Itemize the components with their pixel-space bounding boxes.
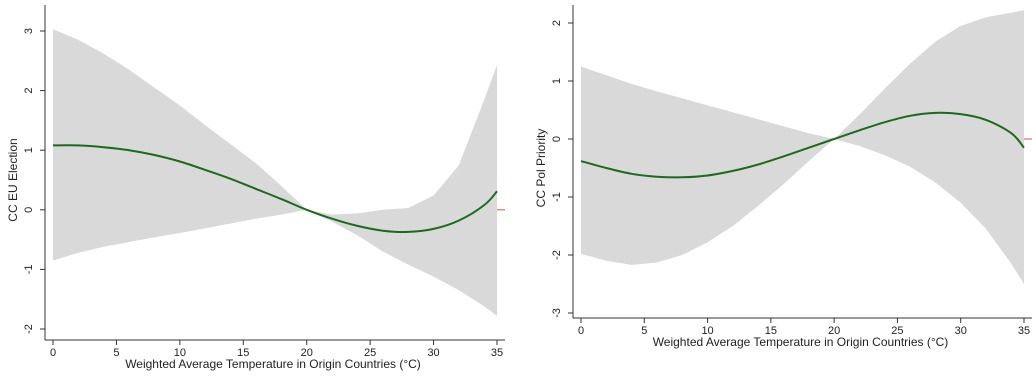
x-tick-label: 20	[828, 325, 840, 337]
estimate-line	[580, 111, 1025, 179]
x-tick-label: 15	[237, 347, 249, 359]
x-tick-label: 25	[891, 325, 903, 337]
y-axis-title: CC Pol Priority	[534, 129, 548, 208]
confidence-band	[53, 29, 497, 316]
y-tick-label: -1	[23, 265, 35, 275]
y-tick-label: -2	[23, 324, 35, 334]
x-tick-label: 20	[301, 347, 313, 359]
y-tick-label: 2	[551, 20, 563, 26]
y-tick-label: 0	[551, 136, 563, 142]
x-tick-label: 25	[364, 347, 376, 359]
x-tick-label: 30	[427, 347, 439, 359]
chart-1: 0 5 10 15 20 25 30 35 -2 -1 0 1 2 3 Weighted Average T…	[6, 5, 505, 371]
confidence-band	[581, 10, 1024, 284]
x-tick-label: 35	[491, 347, 503, 359]
x-axis-title: Weighted Average Temperature in Origin C…	[653, 335, 949, 349]
x-tick-label: 0	[578, 325, 584, 337]
y-tick-label: -1	[551, 192, 563, 202]
x-tick-label: 0	[50, 347, 56, 359]
x-tick-label: 30	[955, 325, 967, 337]
y-tick-label: -3	[551, 308, 563, 318]
x-tick-label: 35	[1018, 325, 1030, 337]
x-tick-label: 5	[113, 347, 119, 359]
y-tick-label: 0	[23, 207, 35, 213]
x-tick-label: 15	[765, 325, 777, 337]
y-tick-label: 1	[551, 78, 563, 84]
estimate-line	[52, 144, 498, 233]
x-tick-label: 10	[174, 347, 186, 359]
chart-2: 0 5 10 15 20 25 30 35 -3 -2 -1 0 1 2 Weighted Average …	[534, 5, 1032, 349]
x-tick-label: 5	[641, 325, 647, 337]
x-axis-title: Weighted Average Temperature in Origin C…	[125, 357, 421, 371]
y-tick-label: -2	[551, 250, 563, 260]
y-axis-title: CC EU Election	[6, 138, 20, 221]
x-tick-label: 10	[701, 325, 713, 337]
y-tick-label: 2	[23, 88, 35, 94]
y-tick-label: 3	[23, 28, 35, 34]
y-tick-label: 1	[23, 147, 35, 153]
